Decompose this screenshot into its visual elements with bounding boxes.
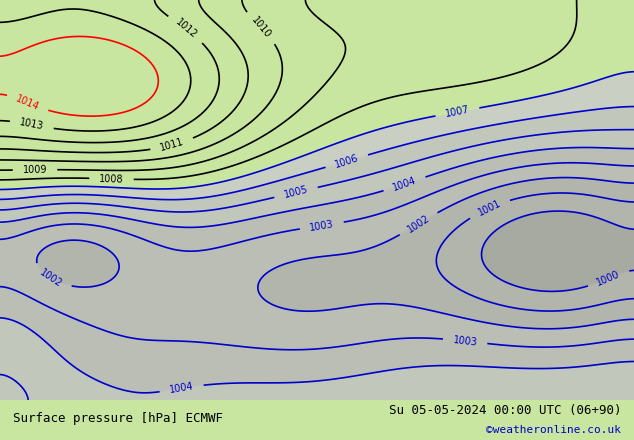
Text: Surface pressure [hPa] ECMWF: Surface pressure [hPa] ECMWF: [13, 412, 223, 425]
Text: 1003: 1003: [453, 335, 478, 348]
Text: 1010: 1010: [250, 15, 273, 40]
Text: 1003: 1003: [309, 219, 335, 232]
Text: 1001: 1001: [476, 198, 503, 218]
Text: 1012: 1012: [173, 17, 198, 41]
Text: 1014: 1014: [15, 94, 41, 112]
Text: 1004: 1004: [391, 175, 418, 193]
Text: ©weatheronline.co.uk: ©weatheronline.co.uk: [486, 425, 621, 435]
Text: 1006: 1006: [333, 153, 360, 169]
Text: 1013: 1013: [19, 117, 45, 132]
Text: 1002: 1002: [38, 268, 64, 290]
Text: 1011: 1011: [159, 137, 185, 153]
Text: 1007: 1007: [444, 105, 470, 119]
Text: 1009: 1009: [23, 165, 48, 175]
Text: 1002: 1002: [406, 213, 432, 235]
Text: 1005: 1005: [283, 184, 309, 200]
Text: 1000: 1000: [595, 269, 622, 288]
Text: 1004: 1004: [169, 381, 195, 395]
Text: 1008: 1008: [99, 173, 124, 184]
Text: Su 05-05-2024 00:00 UTC (06+90): Su 05-05-2024 00:00 UTC (06+90): [389, 404, 621, 417]
